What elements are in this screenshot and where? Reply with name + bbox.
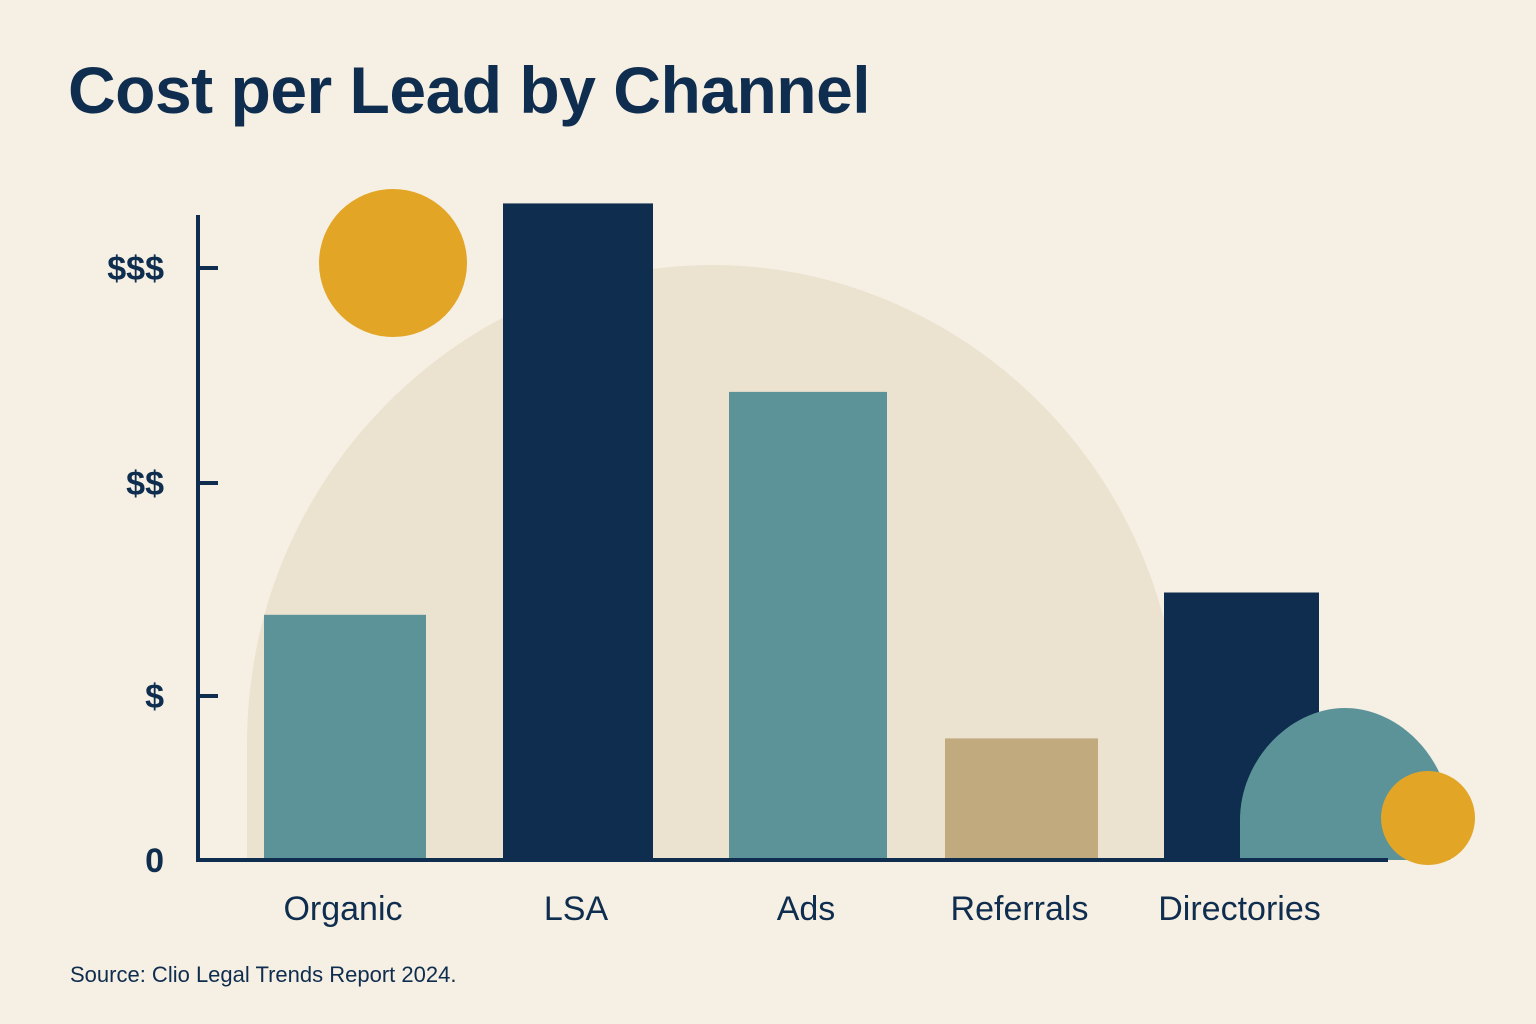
- y-tick-label: $$: [126, 465, 164, 503]
- y-tick-label: $$$: [107, 250, 164, 288]
- axes-group: [196, 215, 1388, 862]
- gold-circle-top: [319, 189, 467, 337]
- x-tick-label-ads: Ads: [777, 890, 836, 928]
- bar-ads: [729, 391, 887, 860]
- backdrop-arc: [247, 265, 1180, 860]
- bars-group: [264, 203, 1319, 860]
- decorative-shapes: [247, 189, 1180, 860]
- y-ticks-group: 0$$$$$$: [107, 250, 218, 880]
- decorative-shapes-front: [1240, 708, 1475, 865]
- x-tick-label-lsa: LSA: [544, 890, 609, 928]
- x-labels-group: Organic LSA Ads Referrals Directories: [283, 890, 1320, 928]
- y-tick-label: 0: [145, 842, 164, 880]
- bar-referrals: [945, 738, 1098, 860]
- chart-title: Cost per Lead by Channel: [68, 53, 871, 127]
- x-tick-label-referrals: Referrals: [951, 890, 1089, 928]
- x-tick-label-directories: Directories: [1158, 890, 1320, 928]
- y-tick-label: $: [145, 678, 164, 716]
- gold-circle-bottom: [1381, 771, 1475, 865]
- x-tick-label-organic: Organic: [283, 890, 402, 928]
- bar-organic: [264, 614, 426, 860]
- bar-lsa: [503, 203, 653, 860]
- source-note: Source: Clio Legal Trends Report 2024.: [70, 962, 457, 987]
